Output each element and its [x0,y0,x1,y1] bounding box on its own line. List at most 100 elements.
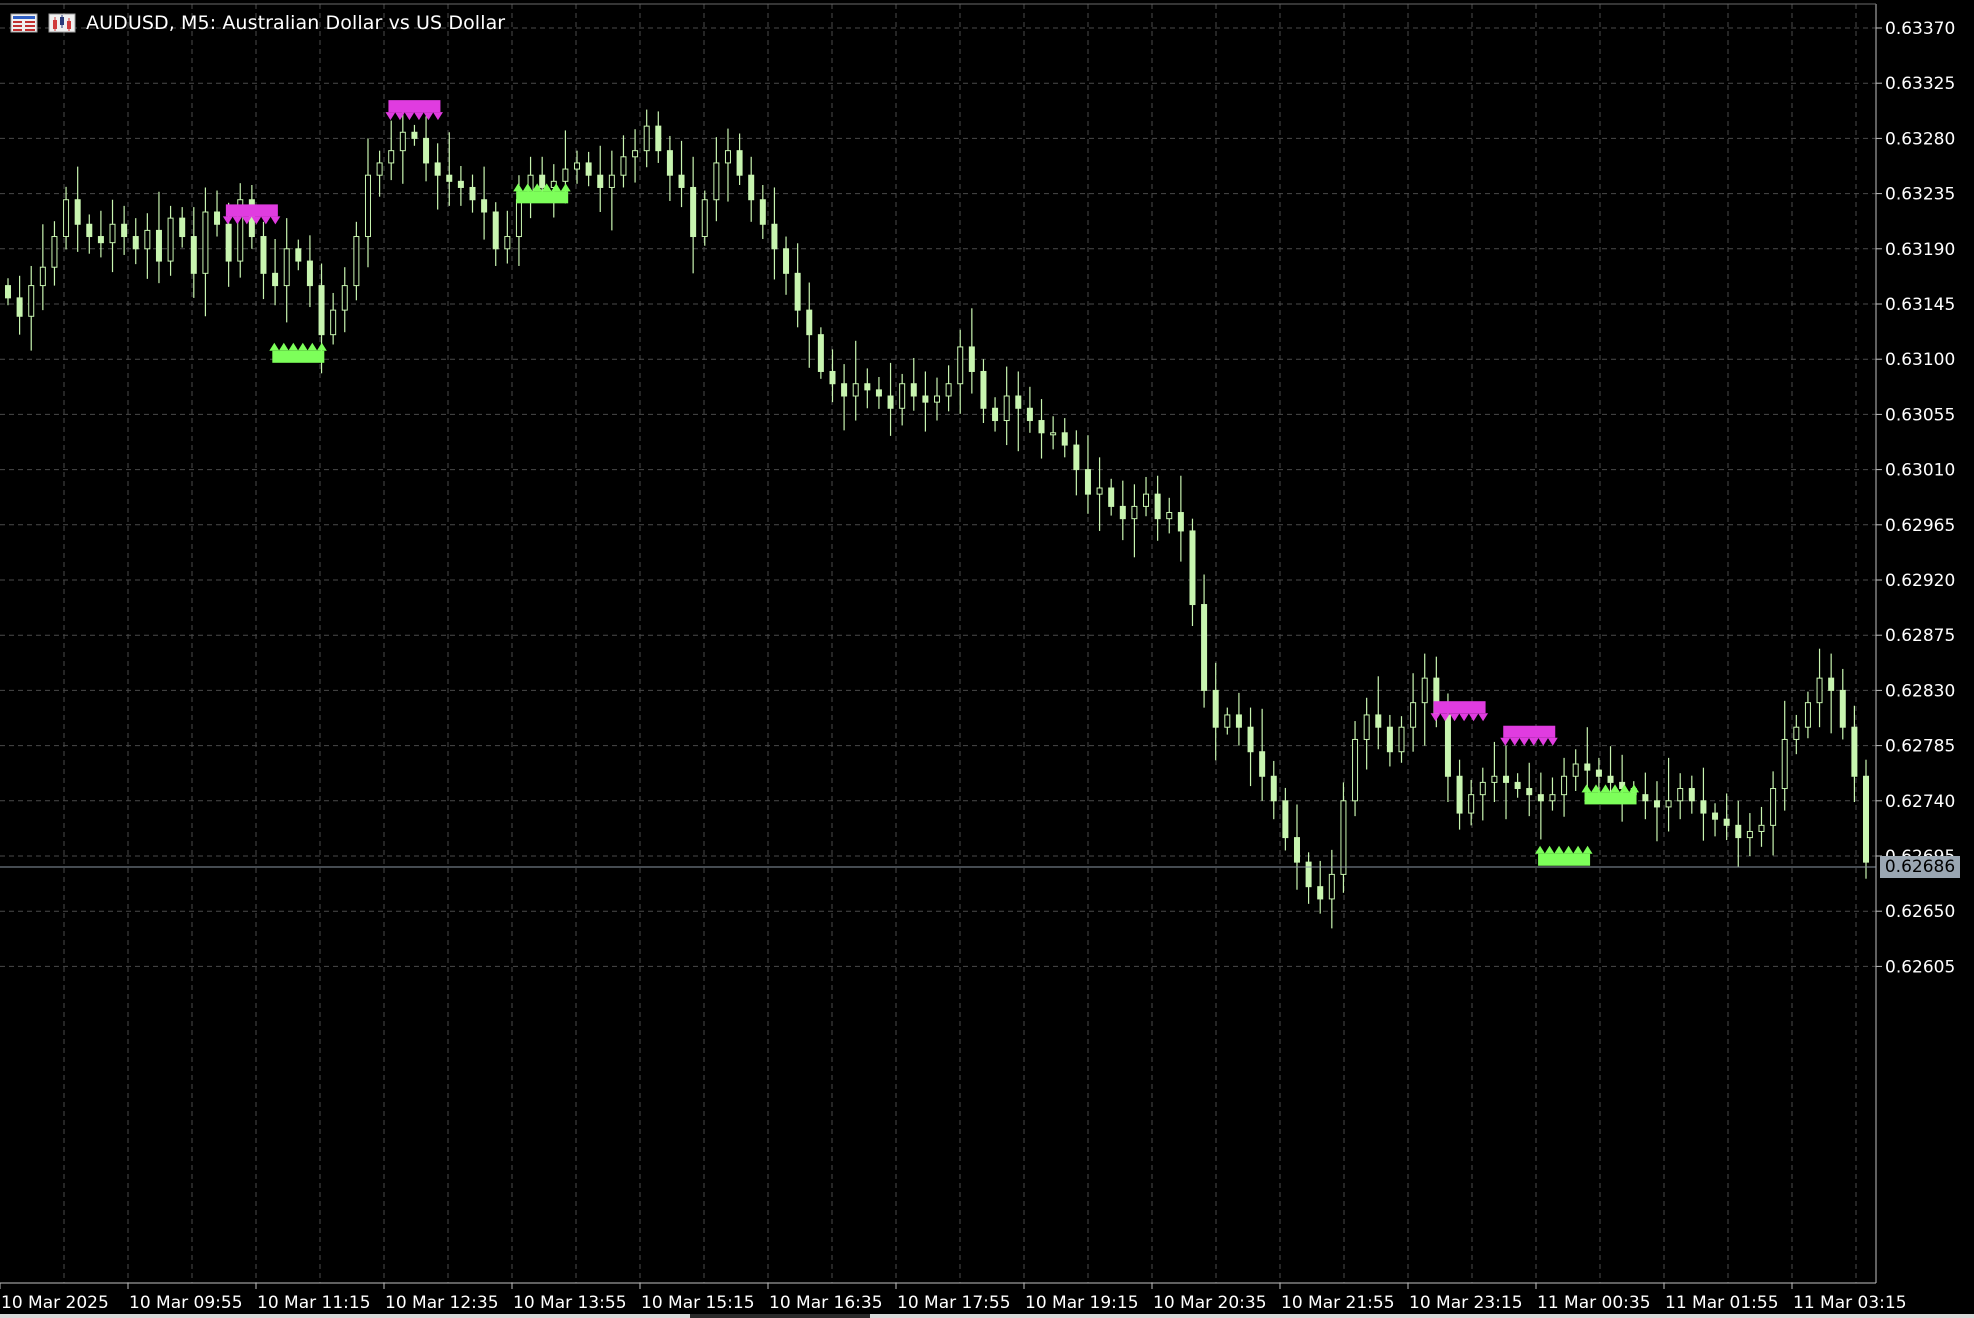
candle-body [1270,775,1277,802]
time-axis-label: 10 Mar 16:35 [769,1293,883,1313]
candle-body [457,180,464,188]
candle-body [376,162,383,176]
price-axis-label: 0.63235 [1885,185,1955,205]
chart-tab[interactable] [870,1314,1974,1318]
time-axis-label: 11 Mar 03:15 [1793,1293,1907,1313]
candle-body [910,383,917,397]
candle-body [1340,800,1347,875]
price-axis-label: 0.63145 [1885,295,1955,315]
candle-body [318,285,325,336]
price-axis-label: 0.63190 [1885,240,1955,260]
candle-body [306,260,313,287]
candle-body [934,395,940,403]
candle-body [713,162,720,201]
candle-body [1317,886,1324,900]
candle-body [1468,794,1475,814]
candle-body [237,199,244,262]
candle-body [922,395,929,403]
sell-signal-marker[interactable] [222,204,281,225]
candle-body [1293,837,1300,863]
price-axis-label: 0.63055 [1885,405,1955,425]
candle-body [1050,432,1057,436]
candle-body [179,217,186,238]
candle-body [829,370,836,385]
candle-body [1084,469,1091,495]
price-axis-label: 0.63100 [1885,350,1955,370]
price-axis-label: 0.62785 [1885,737,1955,757]
candle-body [121,223,128,238]
candle-body [1363,714,1370,740]
candle-body [1770,788,1777,826]
time-axis-label: 10 Mar 09:55 [129,1293,243,1313]
buy-signal-marker[interactable] [1581,784,1640,805]
sell-signal-marker[interactable] [1430,701,1489,722]
candle-body [771,223,778,250]
candle-body [1410,702,1417,728]
candle-body [28,285,35,317]
candles-layer [5,104,1869,929]
candle-body [1154,493,1161,520]
candle-body [481,199,488,213]
candle-body [562,168,569,182]
candle-body [783,248,790,274]
candle-body [585,162,592,176]
candle-body [1096,487,1103,495]
candle-body [1003,395,1010,422]
chart-candles-icon[interactable] [48,12,76,34]
candle-body [388,150,395,164]
candle-body [724,150,731,164]
candle-body [574,162,581,170]
candle-body [1177,512,1184,532]
candle-body [608,174,615,188]
candle-body [399,131,406,152]
buy-signal-marker[interactable] [513,183,571,204]
candle-body [992,407,999,422]
candle-body [1026,407,1033,422]
signal-markers-layer [222,100,1640,866]
candle-body [666,150,673,176]
candle-body [1259,751,1266,777]
candle-body [214,211,221,225]
price-axis-label: 0.63010 [1885,461,1955,481]
candle-body [1793,726,1800,740]
candle-body [678,174,685,188]
candle-body [1851,726,1858,777]
candle-body [1375,714,1382,728]
candle-body [446,174,453,182]
buy-signal-marker[interactable] [1535,845,1593,866]
price-axis-label: 0.62965 [1885,516,1955,536]
price-axis-label: 0.63325 [1885,74,1955,94]
candle-body [852,383,859,397]
candle-body [1143,493,1150,507]
candle-body [1514,781,1521,790]
candle-body [806,309,813,336]
price-axis-label: 0.62875 [1885,626,1955,646]
sell-signal-marker[interactable] [385,100,443,121]
candle-body [1421,677,1428,704]
candle-body [1189,530,1196,606]
candle-body [39,266,46,287]
chart-tab[interactable] [0,1314,690,1318]
chart-grid [0,4,1876,1283]
candle-body [1131,505,1138,520]
buy-signal-marker[interactable] [269,342,327,363]
candle-body [864,383,871,391]
price-axis-label: 0.62920 [1885,571,1955,591]
candle-body [701,199,708,238]
candle-body [434,162,441,176]
candle-body [97,236,104,244]
candle-body [1073,444,1080,471]
candle-body [748,174,755,201]
candle-body [1595,769,1602,777]
sell-signal-marker[interactable] [1500,725,1558,746]
window-list-icon[interactable] [10,12,38,34]
candle-body [1804,702,1811,728]
candle-body [63,199,70,238]
candle-body [1235,714,1242,728]
candle-body [144,229,151,250]
chart-axes: 0.63370 0.63325 0.63280 0.63235 0.63190 0.631… [0,3,1955,1313]
candle-body [817,334,824,372]
candle-body [1712,812,1719,820]
